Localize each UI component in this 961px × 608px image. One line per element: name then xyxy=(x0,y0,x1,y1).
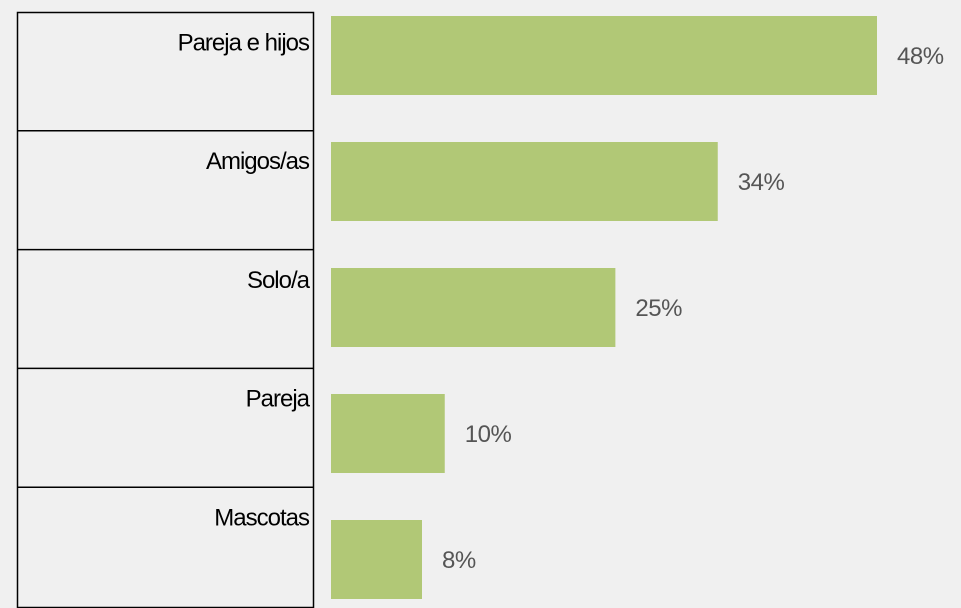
bar xyxy=(331,16,877,95)
category-label: Mascotas xyxy=(214,505,310,532)
category-label: Solo/a xyxy=(247,267,311,294)
value-label: 25% xyxy=(635,295,682,322)
category-label: Amigos/as xyxy=(206,148,310,175)
bar xyxy=(331,142,718,221)
bar xyxy=(331,268,616,347)
bar xyxy=(331,394,445,473)
value-label: 8% xyxy=(442,547,476,574)
value-label: 10% xyxy=(465,421,512,448)
value-label: 34% xyxy=(738,169,785,196)
category-label: Pareja e hijos xyxy=(178,29,310,56)
value-label: 48% xyxy=(897,43,944,70)
category-label: Pareja xyxy=(246,386,311,413)
bar xyxy=(331,520,422,599)
